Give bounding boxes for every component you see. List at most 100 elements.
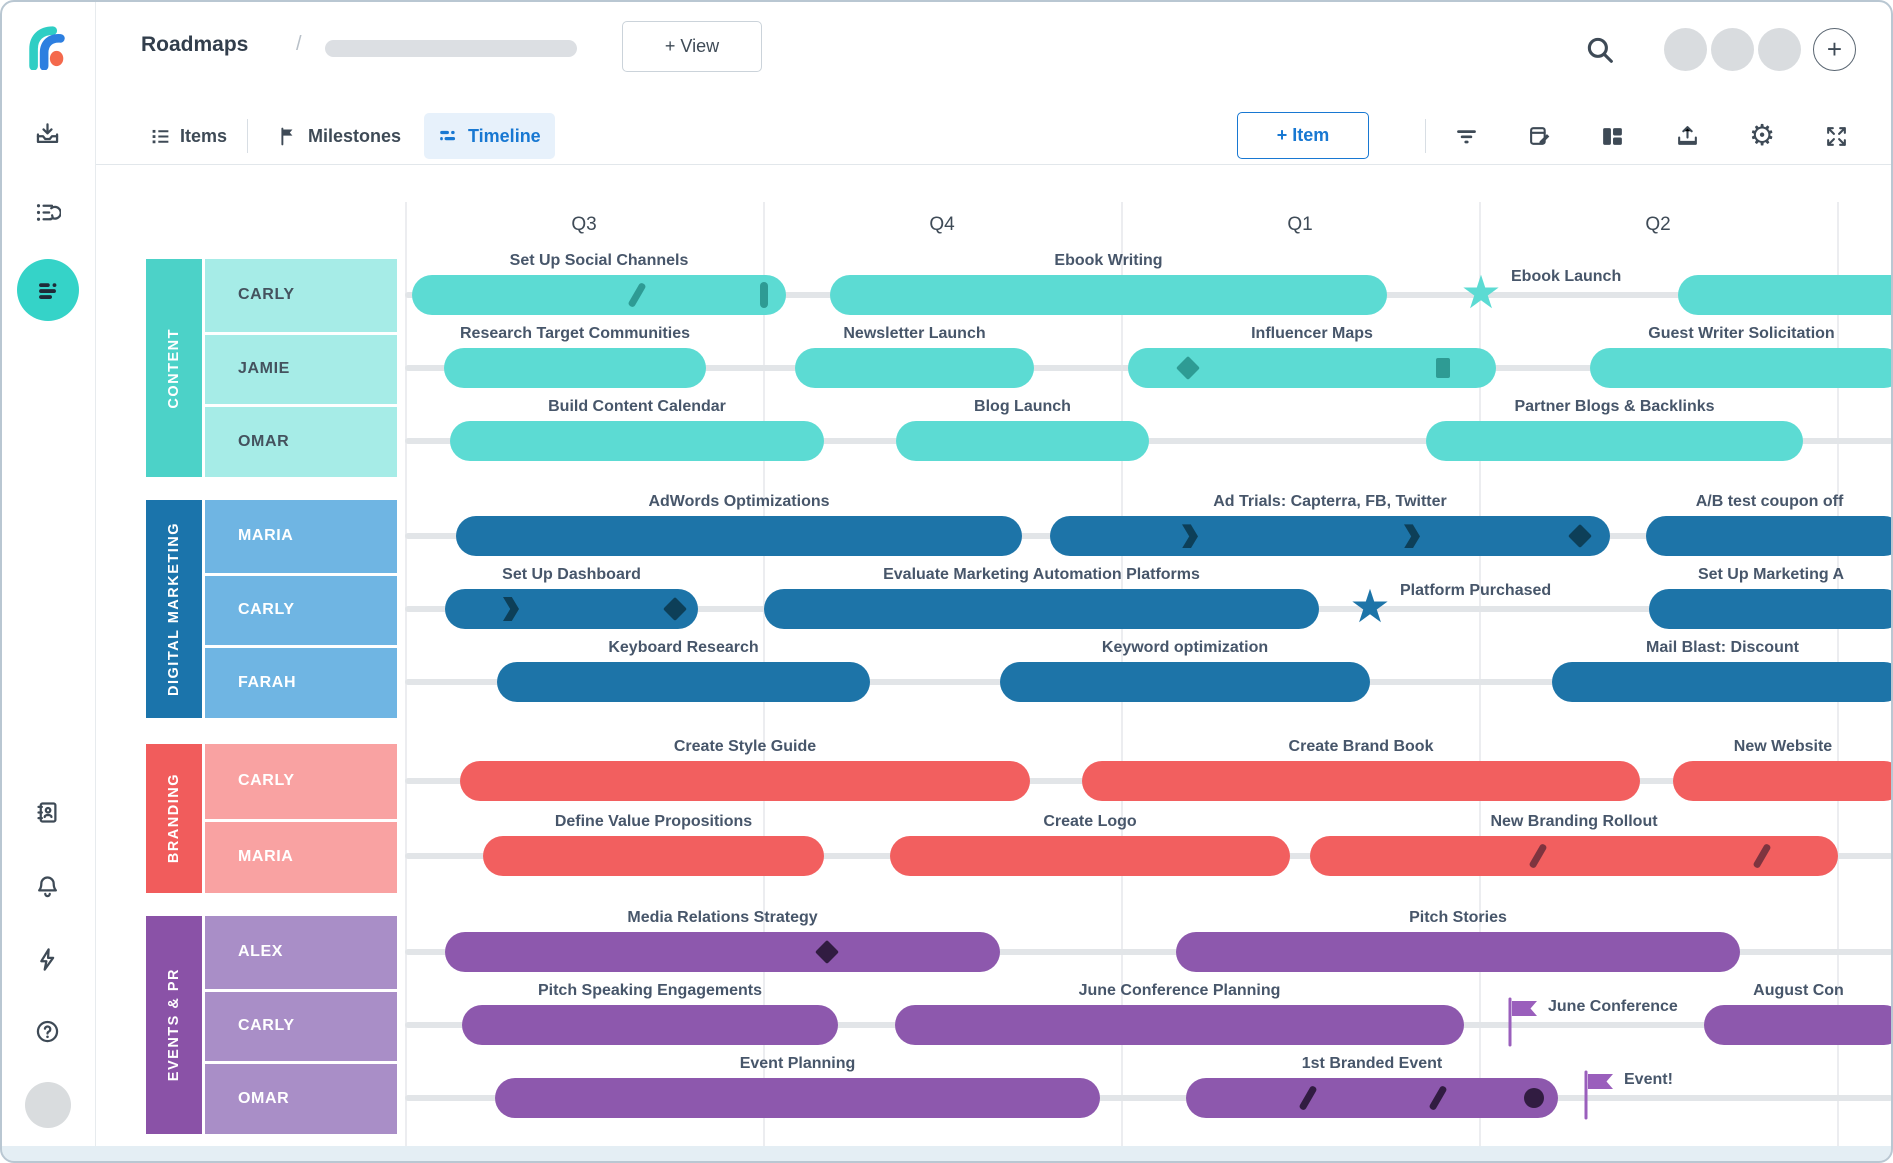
settings-gear-icon[interactable]: ⚙ — [1749, 119, 1775, 152]
divider — [247, 119, 248, 153]
row-header[interactable]: CARLY — [205, 259, 397, 332]
group-band: CONTENT — [146, 259, 202, 477]
timeline-bar[interactable] — [495, 1077, 1100, 1118]
milestone-flag-marker[interactable] — [1582, 1069, 1616, 1121]
timeline-bar[interactable] — [1649, 589, 1893, 629]
item-label: A/B test coupon off — [1695, 493, 1844, 511]
timeline-bar[interactable] — [1000, 661, 1370, 702]
timeline-canvas: Q3 Q4 Q1 Q2 CONTENT CARLY Set Up Social Channe… — [0, 164, 1893, 1146]
row-header[interactable]: CARLY — [205, 988, 397, 1062]
row-header[interactable]: MARIA — [205, 500, 397, 573]
add-view-button[interactable]: + View — [622, 21, 762, 72]
timeline-bar[interactable] — [1426, 420, 1803, 461]
milestone-flag-marker[interactable] — [1506, 996, 1540, 1048]
tick-marker — [760, 282, 768, 309]
timeline-bar[interactable] — [1646, 516, 1893, 557]
avatar[interactable] — [1664, 28, 1707, 71]
row-header[interactable]: ALEX — [205, 916, 397, 989]
milestone-star-marker[interactable]: ★ — [1460, 266, 1502, 319]
item-label: Pitch Speaking Engagements — [537, 982, 763, 999]
timeline-bar[interactable] — [830, 275, 1387, 316]
timeline-bar[interactable] — [1678, 275, 1893, 316]
slash-marker — [1752, 842, 1772, 869]
row-header[interactable]: OMAR — [205, 1061, 397, 1134]
item-label: Set Up Social Channels — [509, 252, 689, 270]
item-label: June Conference Planning — [1078, 982, 1281, 999]
item-label: Platform Purchased — [1400, 582, 1552, 599]
avatar[interactable] — [1758, 28, 1801, 71]
circle-marker — [1524, 1087, 1544, 1108]
item-label: 1st Branded Event — [1301, 1054, 1443, 1072]
row-header[interactable]: MARIA — [205, 818, 397, 893]
item-label: Pitch Stories — [1409, 909, 1507, 927]
search-icon[interactable] — [1583, 33, 1617, 67]
tab-timeline[interactable]: Timeline — [424, 113, 555, 159]
timeline-bar[interactable] — [1082, 761, 1640, 802]
item-label: Newsletter Launch — [843, 325, 986, 342]
timeline-bar[interactable] — [764, 589, 1319, 629]
timeline-bar[interactable] — [1176, 932, 1740, 973]
timeline-bar[interactable] — [1673, 761, 1893, 802]
timeline-bar[interactable] — [483, 835, 824, 876]
activity-bolt-icon[interactable] — [26, 937, 70, 981]
help-icon[interactable] — [26, 1009, 70, 1053]
timeline-bar[interactable] — [497, 661, 870, 702]
notifications-bell-icon[interactable] — [26, 864, 70, 908]
row-header[interactable]: CARLY — [205, 744, 397, 819]
avatar[interactable] — [1711, 28, 1754, 71]
row-header[interactable]: OMAR — [205, 404, 397, 477]
quarter-label: Q3 — [571, 214, 597, 235]
timeline-bar[interactable] — [1704, 1005, 1893, 1045]
slash-marker — [1528, 842, 1548, 869]
timeline-bar[interactable] — [456, 516, 1022, 557]
timeline-view-icon[interactable] — [16, 259, 79, 321]
edit-fields-icon[interactable] — [1522, 119, 1558, 153]
timeline-bar[interactable] — [412, 275, 786, 316]
import-tray-icon[interactable] — [26, 112, 70, 156]
timeline-bar[interactable] — [896, 420, 1149, 461]
tab-items[interactable]: Items — [136, 113, 241, 159]
recent-lists-icon[interactable] — [26, 190, 70, 234]
timeline-bar[interactable] — [445, 589, 698, 629]
timeline-bar[interactable] — [795, 348, 1034, 388]
row-header[interactable]: JAMIE — [205, 331, 397, 405]
timeline-bar[interactable] — [1128, 348, 1496, 388]
app-logo[interactable] — [24, 24, 70, 71]
item-label: Build Content Calendar — [548, 397, 726, 415]
filter-icon[interactable] — [1448, 119, 1484, 153]
timeline-bar[interactable] — [1050, 516, 1610, 557]
milestone-star-marker[interactable]: ★ — [1349, 580, 1391, 632]
timeline-bar[interactable] — [890, 835, 1290, 876]
timeline-bar[interactable] — [895, 1005, 1464, 1045]
fullscreen-icon[interactable] — [1818, 119, 1854, 153]
item-label: Evaluate Marketing Automation Platforms — [883, 566, 1200, 583]
horizontal-scrollbar[interactable] — [2, 1146, 1891, 1161]
timeline-bar[interactable] — [1186, 1077, 1558, 1118]
tab-milestones[interactable]: Milestones — [264, 113, 415, 159]
slash-marker — [1298, 1084, 1318, 1111]
row-header[interactable]: CARLY — [205, 572, 397, 646]
item-label: Keyword optimization — [1101, 638, 1269, 656]
timeline-bar[interactable] — [460, 761, 1030, 802]
timeline-bar[interactable] — [1590, 348, 1893, 388]
account-avatar[interactable] — [24, 1082, 71, 1128]
timeline-bar[interactable] — [445, 932, 1000, 973]
item-label: Set Up Marketing A — [1697, 566, 1845, 583]
add-item-button[interactable]: + Item — [1237, 112, 1369, 159]
timeline-bar[interactable] — [1552, 661, 1893, 702]
group-band: DIGITAL MARKETING — [146, 500, 202, 718]
slash-marker — [1428, 1084, 1448, 1111]
timeline-bar[interactable] — [450, 420, 824, 461]
square-marker — [1436, 358, 1450, 378]
item-label: Ebook Writing — [1054, 252, 1163, 270]
view-toolbar: Items Milestones Timeline + Item ⚙ — [96, 91, 1893, 165]
team-directory-icon[interactable] — [26, 790, 70, 834]
timeline-bar[interactable] — [462, 1005, 838, 1045]
add-user-button[interactable]: + — [1813, 28, 1856, 71]
export-icon[interactable] — [1669, 119, 1705, 153]
row-header[interactable]: FARAH — [205, 645, 397, 718]
timeline-bar[interactable] — [444, 348, 706, 388]
layout-columns-icon[interactable] — [1594, 119, 1630, 153]
timeline-bar[interactable] — [1310, 835, 1838, 876]
diamond-marker — [814, 940, 840, 965]
